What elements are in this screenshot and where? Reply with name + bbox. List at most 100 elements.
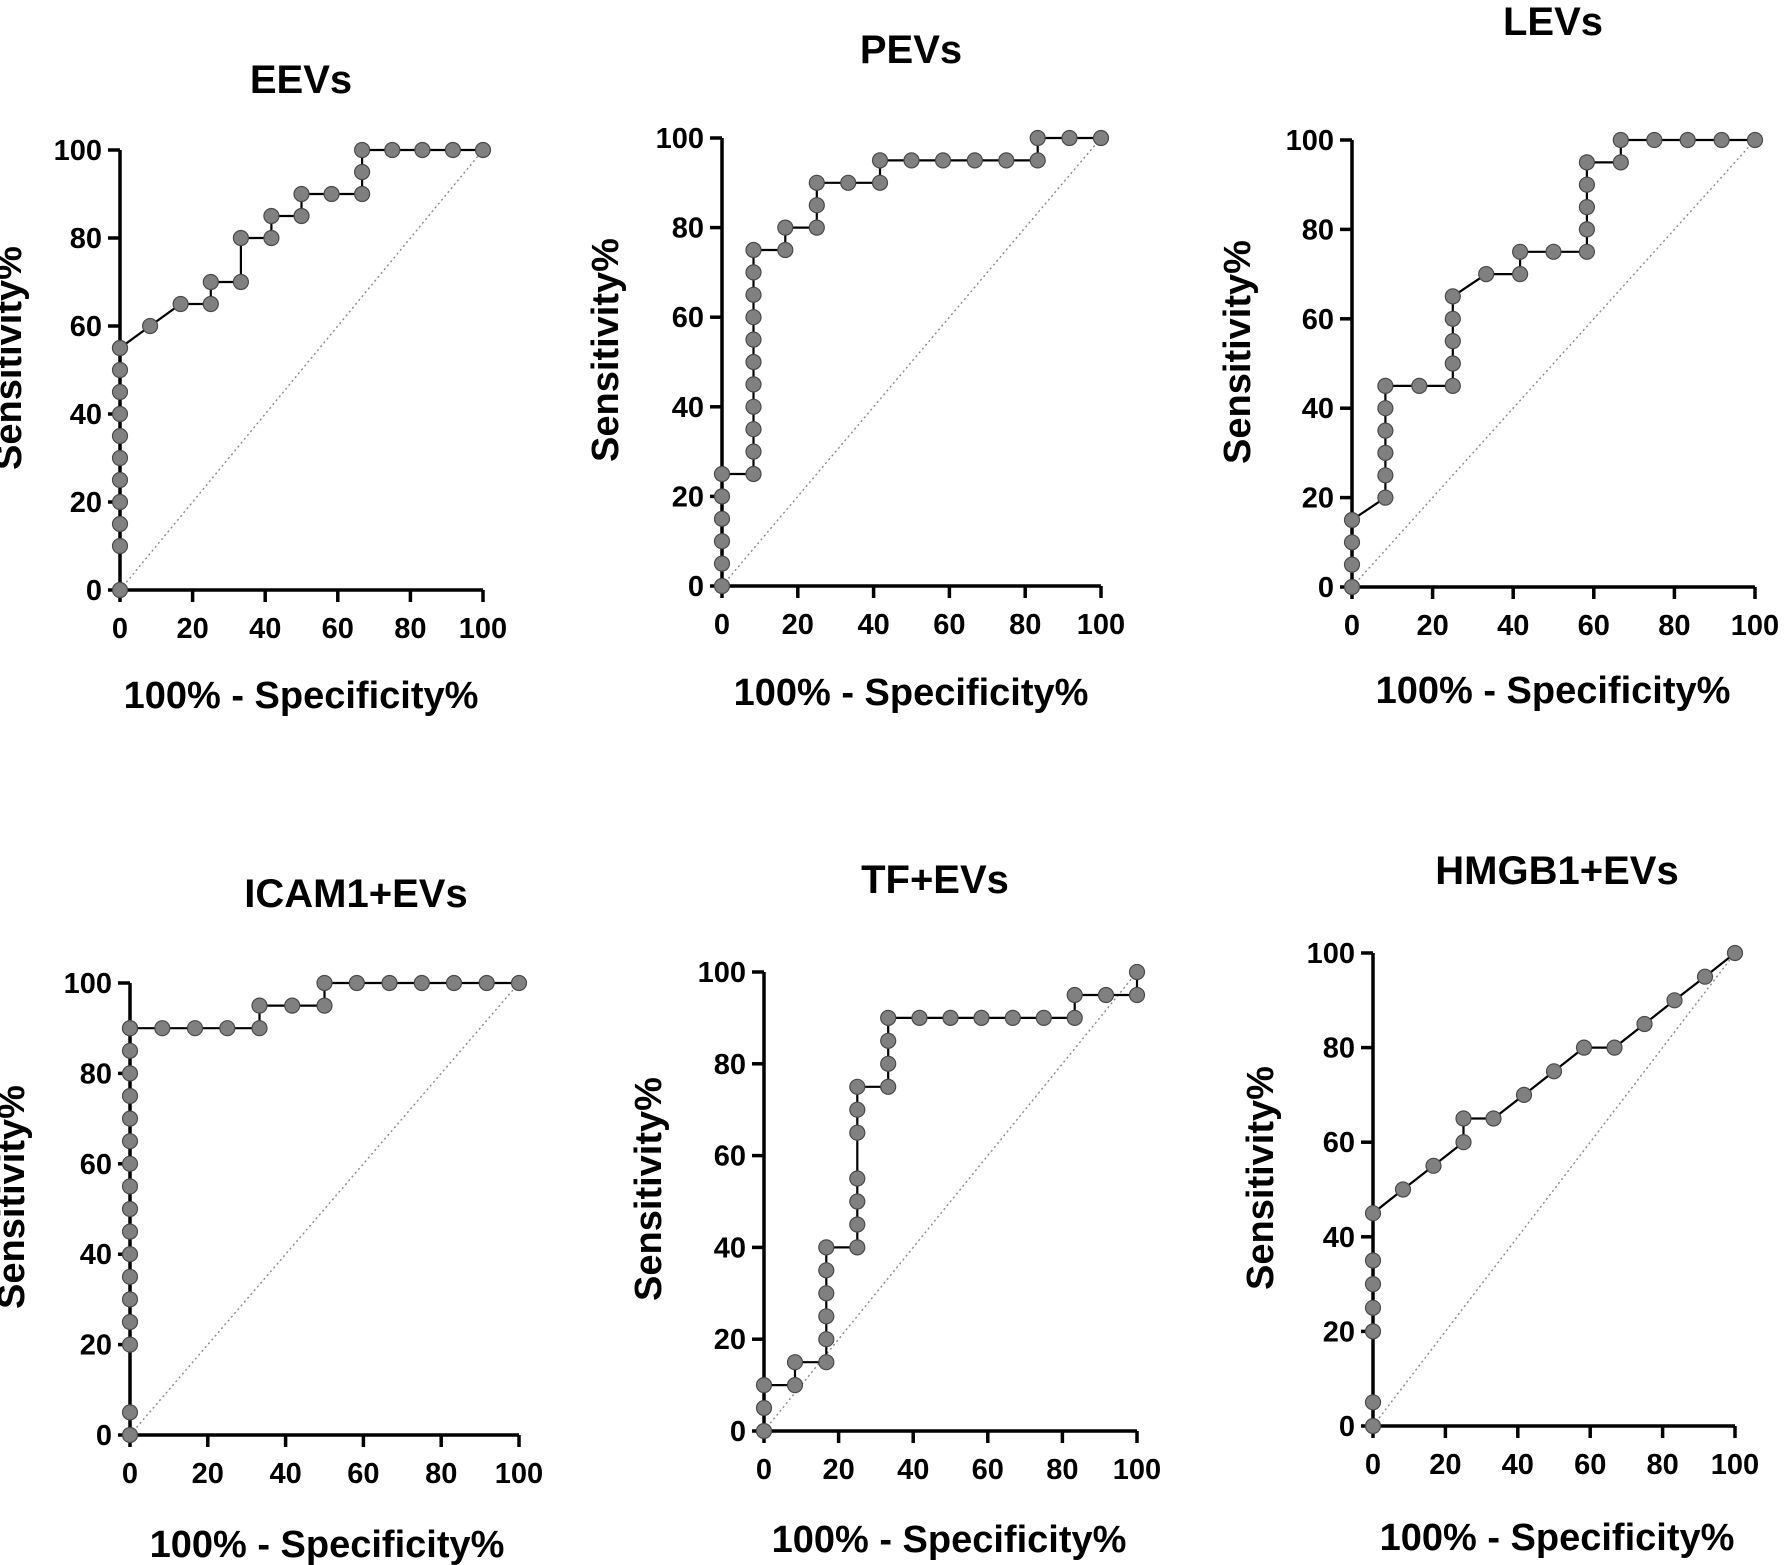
x-tick-label: 0: [122, 1458, 138, 1490]
roc-point: [745, 309, 762, 326]
x-tick-label: 0: [714, 609, 730, 641]
roc-point: [1545, 1063, 1563, 1080]
roc-point: [745, 465, 762, 483]
roc-point: [121, 1404, 139, 1421]
x-tick-label: 20: [1429, 1449, 1461, 1481]
roc-panel-hmgb1-evs: HMGB1+EVs 0 20 40 60 80 100 0 20 40 60 80 100 100% - …: [1240, 849, 1759, 1559]
roc-point: [880, 1078, 897, 1095]
x-tick-label: 0: [1365, 1449, 1381, 1481]
roc-point: [849, 1078, 866, 1095]
roc-point: [354, 163, 371, 181]
roc-point: [818, 1308, 835, 1325]
x-tick-label: 20: [822, 1454, 854, 1486]
roc-point: [510, 974, 528, 992]
roc-point: [1029, 152, 1046, 169]
y-tick-label: 80: [1323, 1033, 1355, 1065]
roc-point: [121, 1223, 139, 1240]
roc-point: [745, 353, 762, 371]
roc-point: [1377, 444, 1394, 461]
roc-point: [1726, 944, 1744, 962]
roc-point: [1679, 131, 1696, 149]
roc-point: [121, 1065, 139, 1082]
roc-curve-line: [720, 136, 1101, 586]
roc-point: [1578, 221, 1596, 238]
x-tick-label: 100: [1731, 610, 1779, 642]
roc-point: [903, 152, 920, 169]
roc-point: [713, 488, 731, 505]
roc-point: [1066, 986, 1083, 1004]
chart-title: TF+EVs: [861, 858, 1009, 902]
x-axis-label: 100% - Specificity%: [1376, 670, 1731, 712]
roc-point: [1612, 154, 1629, 171]
roc-point: [1061, 129, 1078, 147]
roc-point: [219, 1020, 236, 1037]
roc-point: [316, 997, 333, 1014]
roc-point: [713, 577, 731, 595]
y-tick-label: 20: [1323, 1316, 1355, 1348]
roc-point: [1425, 1157, 1442, 1174]
y-tick-label: 60: [70, 311, 102, 343]
y-tick-label: 80: [672, 213, 704, 245]
roc-point: [1066, 1009, 1083, 1027]
roc-point: [1128, 963, 1146, 981]
roc-point: [413, 974, 430, 992]
roc-point: [121, 1087, 139, 1105]
roc-point: [1444, 377, 1461, 394]
roc-point: [745, 443, 762, 460]
roc-point: [172, 295, 189, 313]
x-axis-label: 100% - Specificity%: [772, 1519, 1127, 1561]
roc-point: [880, 1055, 897, 1072]
roc-point: [808, 174, 825, 191]
roc-point: [111, 339, 129, 357]
roc-point: [880, 1009, 897, 1027]
roc-point: [745, 241, 762, 259]
roc-point: [998, 152, 1015, 169]
roc-point: [1029, 129, 1046, 147]
roc-point: [1578, 243, 1596, 260]
roc-point: [186, 1020, 204, 1037]
roc-point: [232, 273, 249, 291]
roc-point: [121, 1178, 139, 1195]
x-tick-label: 80: [394, 613, 426, 645]
roc-point: [1666, 992, 1683, 1009]
roc-point: [973, 1009, 990, 1027]
roc-point: [111, 427, 129, 445]
roc-point: [745, 376, 762, 393]
roc-point: [1485, 1110, 1502, 1127]
roc-point: [713, 555, 731, 572]
x-tick-label: 40: [249, 613, 281, 645]
roc-point: [1364, 1275, 1382, 1293]
roc-point: [414, 141, 431, 159]
x-tick-label: 40: [1502, 1449, 1534, 1481]
roc-point: [911, 1009, 928, 1027]
roc-point: [1444, 310, 1461, 327]
roc-point: [1364, 1323, 1382, 1340]
x-tick-label: 20: [176, 613, 208, 645]
x-tick-label: 40: [269, 1458, 301, 1490]
x-tick-label: 20: [192, 1458, 224, 1490]
roc-point: [1455, 1134, 1472, 1151]
y-tick-label: 40: [80, 1239, 112, 1271]
y-axis-label: Sensitivity%: [585, 238, 627, 462]
roc-point: [1343, 556, 1361, 573]
roc-point: [1713, 131, 1730, 149]
roc-point: [202, 295, 219, 313]
y-tick-label: 60: [80, 1149, 112, 1181]
roc-point: [849, 1239, 866, 1256]
y-tick-label: 20: [80, 1330, 112, 1362]
x-tick-label: 80: [1046, 1454, 1078, 1486]
roc-point: [1377, 400, 1394, 417]
reference-diagonal-line: [119, 149, 484, 591]
y-tick-label: 100: [656, 123, 704, 155]
roc-point: [1411, 377, 1428, 394]
x-tick-label: 60: [1574, 1449, 1606, 1481]
x-tick-label: 60: [322, 613, 354, 645]
roc-point: [1575, 1039, 1593, 1056]
roc-point: [1364, 1417, 1382, 1435]
roc-point: [818, 1262, 835, 1279]
x-tick-label: 60: [1578, 610, 1610, 642]
roc-point: [251, 997, 268, 1014]
y-tick-label: 20: [70, 487, 102, 519]
roc-point: [111, 405, 129, 423]
